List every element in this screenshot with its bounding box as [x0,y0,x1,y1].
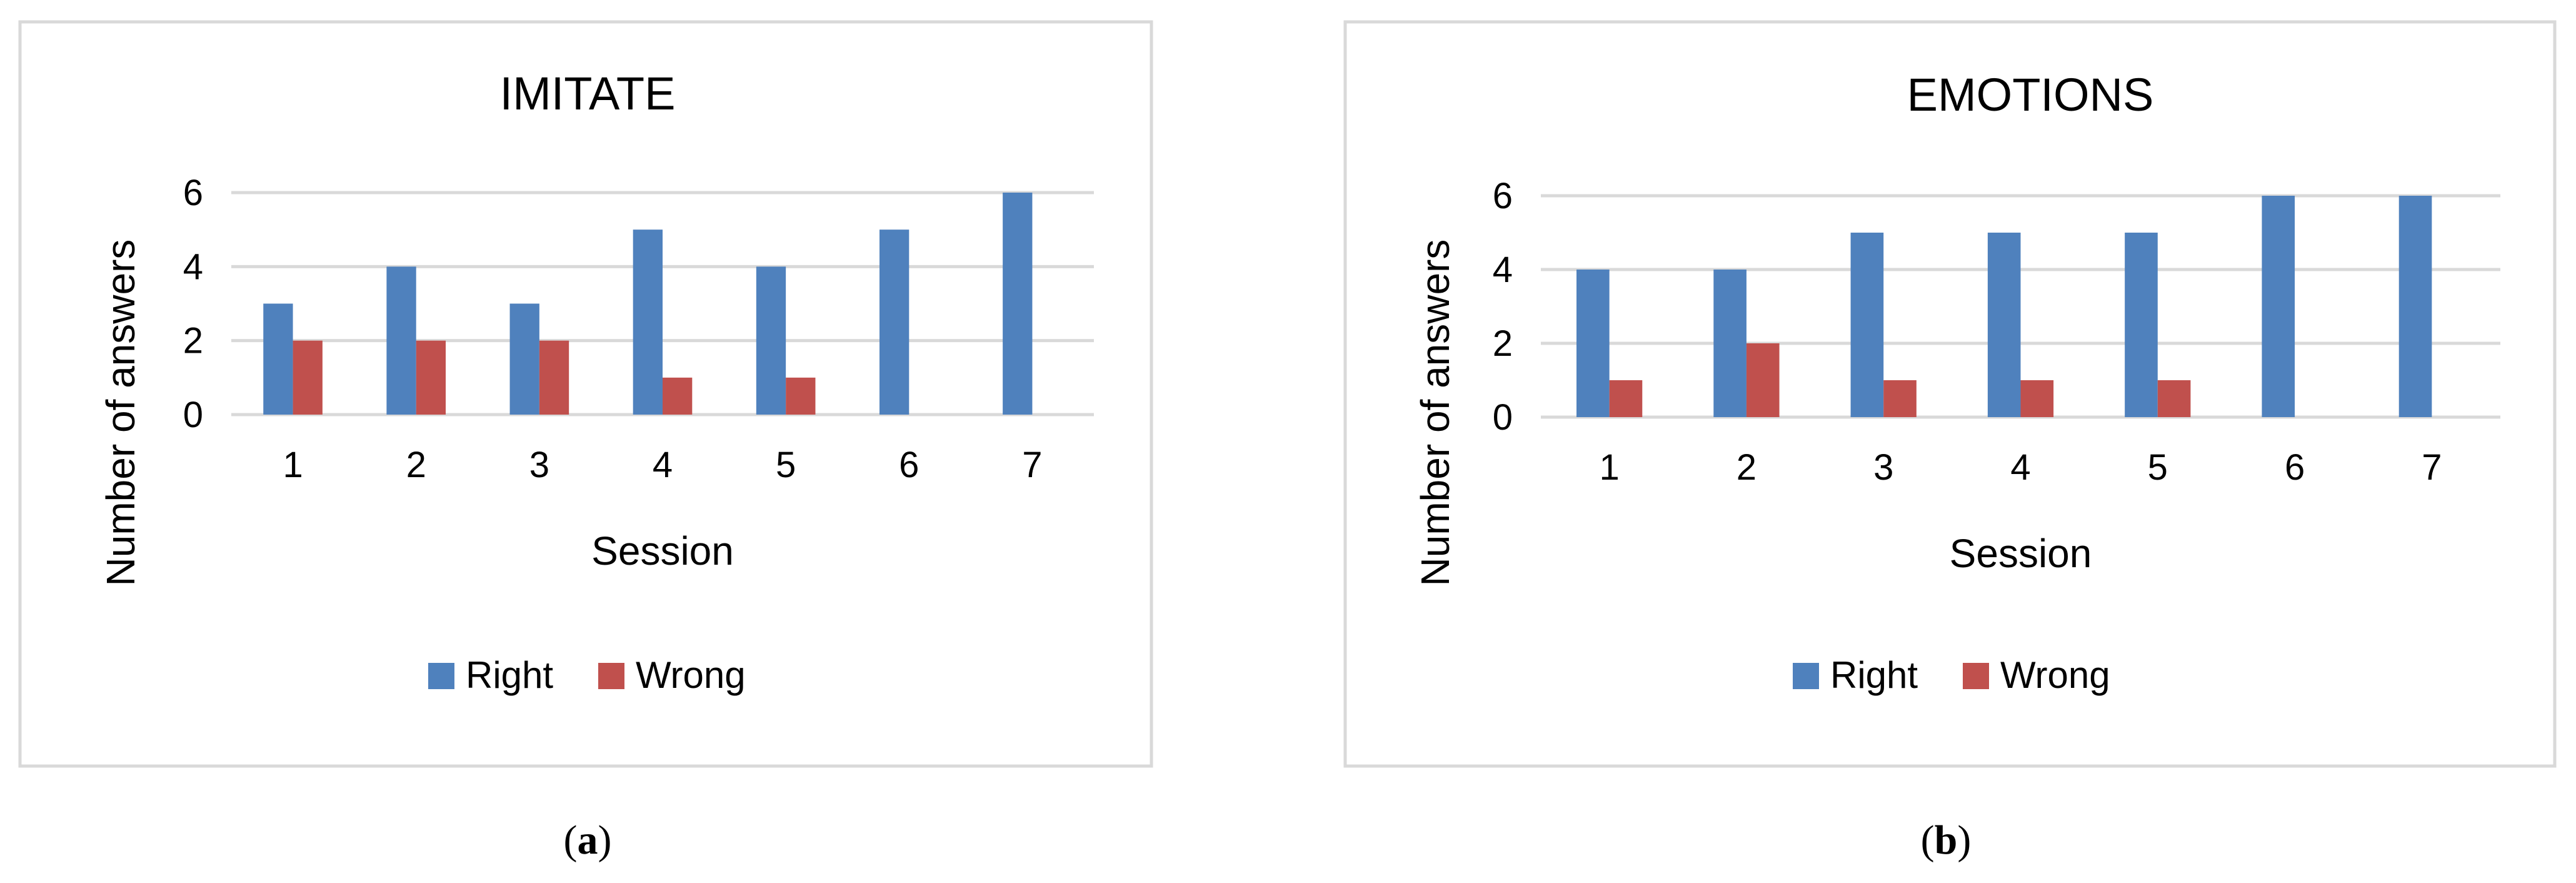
bar-right-session-7 [2398,196,2432,417]
x-tick-label: 3 [529,445,549,485]
bar-wrong-session-2 [416,340,446,415]
y-axis-label: Number of answers [98,240,143,587]
bar-wrong-session-4 [663,377,693,415]
legend-swatch-right [428,663,454,689]
y-tick-label: 6 [1493,176,1513,216]
legend-label-right: Right [466,654,553,696]
bar-right-session-3 [1850,233,1884,417]
legend-swatch-wrong [1963,663,1989,689]
chart-title: EMOTIONS [1907,69,2154,121]
y-tick-label: 6 [183,173,203,213]
bar-right-session-2 [1713,270,1747,417]
panel-caption: (a) [564,817,612,863]
x-tick-label: 7 [2422,447,2442,488]
x-tick-label: 7 [1022,445,1042,485]
chart-panel-a: 0 2 4 6 1 2 3 4 5 6 7 IMITATE Session Number of answe… [18,20,1153,863]
y-tick-label: 0 [1493,397,1513,438]
legend-label-right: Right [1830,654,1918,696]
panel-caption: (b) [1921,817,1972,863]
bar-wrong-session-5 [786,377,816,415]
x-axis-label: Session [591,528,734,573]
chart-panel-b: 0 2 4 6 1 2 3 4 5 6 7 EMOTIONS Session Number of answ… [1343,20,2557,863]
bar-right-session-2 [386,266,416,415]
bar-right-session-6 [879,230,910,415]
x-tick-label: 6 [2285,447,2305,488]
bar-wrong-session-2 [1746,343,1780,417]
bar-right-session-5 [2125,233,2158,417]
bar-wrong-session-3 [539,340,569,415]
legend-label-wrong: Wrong [2000,654,2110,696]
x-tick-label: 5 [2148,447,2168,488]
y-tick-label: 0 [183,395,203,435]
x-axis-label: Session [1950,531,2092,576]
bar-right-session-6 [2262,196,2295,417]
bar-right-session-1 [263,303,293,415]
x-tick-label: 1 [283,445,303,485]
y-tick-label: 4 [1493,250,1513,290]
chart-frame [18,20,1153,768]
legend-swatch-right [1793,663,1819,689]
bar-right-session-1 [1576,270,1610,417]
x-tick-label: 4 [2010,447,2030,488]
legend-swatch-wrong [598,663,624,689]
y-axis-label: Number of answers [1413,240,1458,587]
bar-right-session-4 [1987,233,2021,417]
panel-caption-letter: a [578,817,598,863]
y-tick-label: 4 [183,246,203,287]
chart-title: IMITATE [500,68,676,119]
y-tick-label: 2 [1493,323,1513,364]
panel-caption-letter: b [1935,817,1958,863]
legend-label-wrong: Wrong [636,654,746,696]
bar-wrong-session-1 [293,340,323,415]
x-tick-label: 5 [776,445,796,485]
bar-wrong-session-1 [1609,380,1643,417]
x-tick-label: 4 [653,445,673,485]
bar-wrong-session-5 [2157,380,2191,417]
y-tick-label: 2 [183,321,203,361]
bar-wrong-session-3 [1883,380,1917,417]
bar-wrong-session-4 [2020,380,2054,417]
bar-right-session-5 [756,266,786,415]
chart-frame [1343,20,2557,768]
x-tick-label: 2 [1737,447,1757,488]
x-tick-label: 6 [899,445,919,485]
x-tick-label: 3 [1873,447,1893,488]
x-tick-label: 1 [1600,447,1620,488]
bar-right-session-4 [633,230,663,415]
bar-right-session-7 [1003,193,1033,415]
bar-right-session-3 [509,303,539,415]
x-tick-label: 2 [406,445,426,485]
